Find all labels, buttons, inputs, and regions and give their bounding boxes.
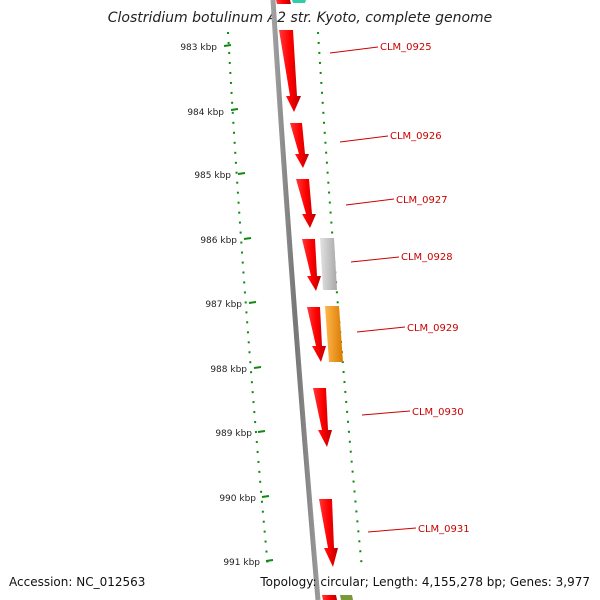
gene-label-clm-0927[interactable]: CLM_0927	[396, 195, 448, 206]
tick-label: 990 kbp	[219, 494, 256, 504]
tick: 984 kbp	[187, 108, 239, 118]
gene-arrow-clm-0925[interactable]	[279, 30, 301, 112]
tick-label: 984 kbp	[187, 108, 224, 118]
genome-summary-text: Topology: circular; Length: 4,155,278 bp…	[259, 575, 590, 589]
genome-backbone	[270, 0, 321, 600]
gene-label-clm-0929[interactable]: CLM_0929	[407, 323, 459, 334]
map-title: Clostridium botulinum A2 str. Kyoto, com…	[108, 10, 493, 26]
gene-label-clm-0926[interactable]: CLM_0926	[390, 131, 442, 142]
leader-line	[329, 46, 379, 54]
gene-label-clm-0931[interactable]: CLM_0931	[418, 524, 470, 535]
orange-feature	[325, 306, 343, 362]
tick: 991 kbp	[223, 558, 274, 568]
tick-label: 983 kbp	[180, 43, 217, 53]
tick-label: 986 kbp	[200, 236, 237, 246]
gene-arrow-clm-0930[interactable]	[313, 388, 332, 447]
tick-label: 985 kbp	[194, 171, 231, 181]
ruler-outer-dots	[317, 31, 363, 569]
ruler-ticks: 983 kbp 984 kbp 985 kbp 986 kbp 987 kbp …	[180, 43, 274, 568]
gene-label-clm-0930[interactable]: CLM_0930	[412, 407, 464, 418]
gene-arrow-clm-0927[interactable]	[296, 179, 316, 228]
tick-label: 989 kbp	[215, 429, 252, 439]
leader-line	[367, 527, 417, 533]
tick: 989 kbp	[215, 429, 266, 439]
gene-arrow	[322, 595, 337, 600]
leader-line	[361, 410, 411, 416]
tick: 983 kbp	[180, 43, 232, 53]
tick-label: 988 kbp	[210, 365, 247, 375]
leader-line	[345, 198, 395, 206]
tick-label: 987 kbp	[205, 300, 242, 310]
gene-arrow-clm-0926[interactable]	[290, 123, 309, 168]
gene-label-clm-0928[interactable]: CLM_0928	[401, 252, 453, 263]
gene-arrow-clm-0931[interactable]	[319, 499, 338, 567]
teal-feature	[292, 0, 306, 3]
grey-feature	[320, 238, 337, 290]
gene-label-clm-0925[interactable]: CLM_0925	[380, 42, 432, 53]
tick-label: 991 kbp	[223, 558, 260, 568]
tick: 988 kbp	[210, 365, 262, 375]
accession-text: Accession: NC_012563	[9, 575, 145, 589]
gene-arrow	[276, 0, 291, 4]
tick: 990 kbp	[219, 494, 270, 504]
leader-line	[356, 326, 406, 333]
leader-line	[350, 256, 400, 263]
gene-arrow-clm-0928[interactable]	[302, 239, 321, 291]
tick: 987 kbp	[205, 300, 257, 310]
leader-line	[339, 135, 389, 143]
tick: 985 kbp	[194, 171, 246, 181]
tick: 986 kbp	[200, 236, 252, 246]
gene-arrow-clm-0929[interactable]	[307, 307, 326, 362]
olive-feature	[340, 595, 353, 600]
